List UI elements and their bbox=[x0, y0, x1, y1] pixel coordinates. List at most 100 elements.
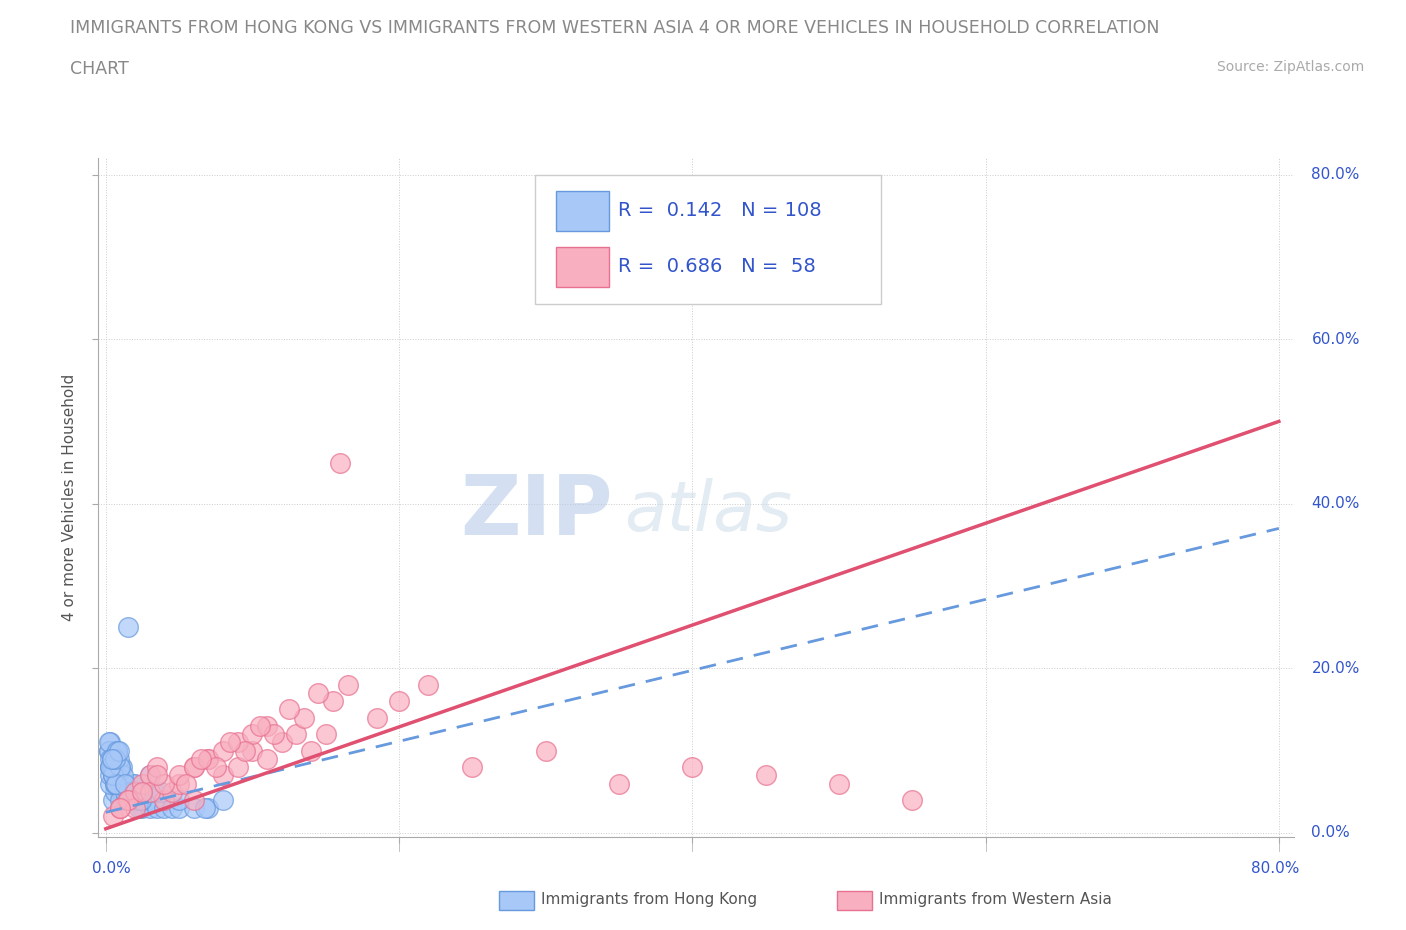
Point bbox=[127, 792, 149, 807]
Point bbox=[167, 792, 190, 807]
Point bbox=[122, 776, 145, 790]
Point bbox=[103, 751, 125, 766]
Point bbox=[117, 792, 139, 807]
Point bbox=[105, 768, 128, 783]
Point bbox=[110, 776, 132, 790]
Point bbox=[107, 768, 129, 783]
Text: Immigrants from Hong Kong: Immigrants from Hong Kong bbox=[541, 892, 758, 907]
Point bbox=[160, 784, 183, 799]
Point bbox=[108, 768, 131, 783]
Point bbox=[107, 768, 129, 783]
Point bbox=[135, 792, 157, 807]
Point bbox=[828, 776, 851, 790]
FancyBboxPatch shape bbox=[557, 191, 609, 231]
Point bbox=[98, 751, 121, 766]
Point bbox=[143, 784, 166, 799]
Point bbox=[110, 784, 132, 799]
Text: Source: ZipAtlas.com: Source: ZipAtlas.com bbox=[1216, 60, 1364, 74]
Point bbox=[131, 784, 153, 799]
Point bbox=[124, 801, 146, 816]
Point bbox=[97, 735, 120, 750]
Point bbox=[167, 768, 190, 783]
Point bbox=[131, 792, 153, 807]
Point bbox=[270, 735, 292, 750]
Point bbox=[100, 760, 122, 775]
Point bbox=[197, 751, 219, 766]
Text: 20.0%: 20.0% bbox=[1312, 661, 1360, 676]
Point bbox=[285, 726, 308, 741]
Point bbox=[101, 760, 124, 775]
Point bbox=[194, 801, 217, 816]
Point bbox=[278, 702, 301, 717]
Text: 80.0%: 80.0% bbox=[1312, 167, 1360, 182]
Point bbox=[108, 743, 131, 758]
Point bbox=[139, 801, 162, 816]
Text: 0.0%: 0.0% bbox=[93, 861, 131, 876]
Point bbox=[103, 768, 125, 783]
Point bbox=[135, 784, 157, 799]
Point bbox=[242, 726, 264, 741]
Point bbox=[114, 784, 136, 799]
Point bbox=[105, 743, 128, 758]
Text: 80.0%: 80.0% bbox=[1251, 861, 1299, 876]
Point bbox=[117, 619, 139, 634]
Text: ZIP: ZIP bbox=[460, 471, 612, 551]
Point bbox=[107, 776, 129, 790]
Point bbox=[117, 784, 139, 799]
Point bbox=[146, 801, 169, 816]
Point bbox=[108, 768, 131, 783]
Point bbox=[117, 792, 139, 807]
Text: Immigrants from Western Asia: Immigrants from Western Asia bbox=[879, 892, 1112, 907]
Point bbox=[128, 801, 150, 816]
Point bbox=[101, 768, 124, 783]
Point bbox=[107, 776, 129, 790]
Point bbox=[120, 784, 142, 799]
Point bbox=[97, 743, 120, 758]
Point bbox=[110, 760, 132, 775]
Point bbox=[127, 792, 149, 807]
Point bbox=[212, 792, 235, 807]
Point bbox=[100, 751, 122, 766]
Point bbox=[108, 760, 131, 775]
Point bbox=[755, 768, 778, 783]
Point bbox=[98, 735, 121, 750]
Point bbox=[108, 768, 131, 783]
Point bbox=[101, 751, 124, 766]
Point bbox=[307, 685, 329, 700]
Point bbox=[101, 792, 124, 807]
Point bbox=[212, 743, 235, 758]
Point bbox=[197, 751, 219, 766]
Point bbox=[100, 760, 122, 775]
Point bbox=[118, 784, 141, 799]
Point bbox=[103, 784, 125, 799]
Point bbox=[97, 743, 120, 758]
Point bbox=[107, 743, 129, 758]
Point bbox=[129, 792, 152, 807]
Y-axis label: 4 or more Vehicles in Household: 4 or more Vehicles in Household bbox=[62, 374, 77, 621]
Point bbox=[167, 776, 190, 790]
Point bbox=[139, 768, 162, 783]
Point bbox=[108, 751, 131, 766]
Point bbox=[146, 760, 169, 775]
Text: 60.0%: 60.0% bbox=[1312, 332, 1360, 347]
Point bbox=[118, 792, 141, 807]
Text: IMMIGRANTS FROM HONG KONG VS IMMIGRANTS FROM WESTERN ASIA 4 OR MORE VEHICLES IN : IMMIGRANTS FROM HONG KONG VS IMMIGRANTS … bbox=[70, 19, 1160, 36]
Point bbox=[110, 801, 132, 816]
Point bbox=[112, 784, 135, 799]
Point bbox=[110, 792, 132, 807]
Point bbox=[153, 776, 176, 790]
Point bbox=[101, 768, 124, 783]
Point bbox=[98, 760, 121, 775]
Point bbox=[226, 735, 249, 750]
Point bbox=[110, 760, 132, 775]
Point bbox=[111, 776, 134, 790]
Point bbox=[117, 784, 139, 799]
Point bbox=[336, 677, 359, 692]
Point bbox=[534, 743, 557, 758]
Point bbox=[111, 760, 134, 775]
Point bbox=[263, 726, 285, 741]
Point bbox=[103, 768, 125, 783]
Text: CHART: CHART bbox=[70, 60, 129, 78]
Point bbox=[146, 768, 169, 783]
Point bbox=[190, 751, 212, 766]
